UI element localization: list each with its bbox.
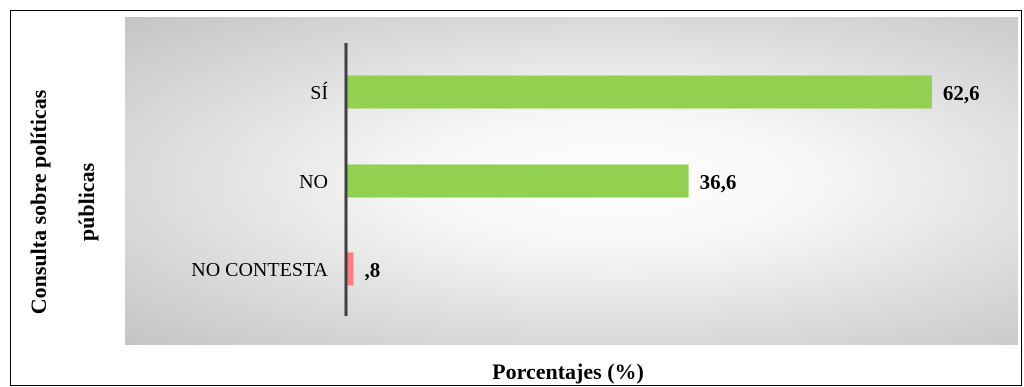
- bars-group: [346, 75, 932, 286]
- x-axis-title: Porcentajes (%): [492, 359, 644, 384]
- value-label-s-: 62,6: [943, 81, 980, 105]
- category-label-no-contesta: NO CONTESTA: [191, 259, 328, 281]
- value-label-no-contesta: ,8: [364, 258, 380, 282]
- category-label-s-: SÍ: [310, 81, 328, 104]
- y-axis-title-line-1: Consulta sobre políticas: [26, 89, 51, 314]
- bar-s-: [346, 75, 932, 109]
- y-axis-title-line-2: públicas: [74, 162, 99, 241]
- value-label-no: 36,6: [700, 170, 737, 194]
- bar-no-contesta: [346, 252, 354, 286]
- category-label-no: NO: [299, 171, 328, 193]
- category-labels: SÍ NO NO CONTESTA: [191, 81, 328, 281]
- value-labels: 62,6 36,6 ,8: [364, 81, 979, 282]
- y-axis-title: Consulta sobre políticas públicas: [26, 89, 99, 314]
- bar-no: [346, 164, 689, 198]
